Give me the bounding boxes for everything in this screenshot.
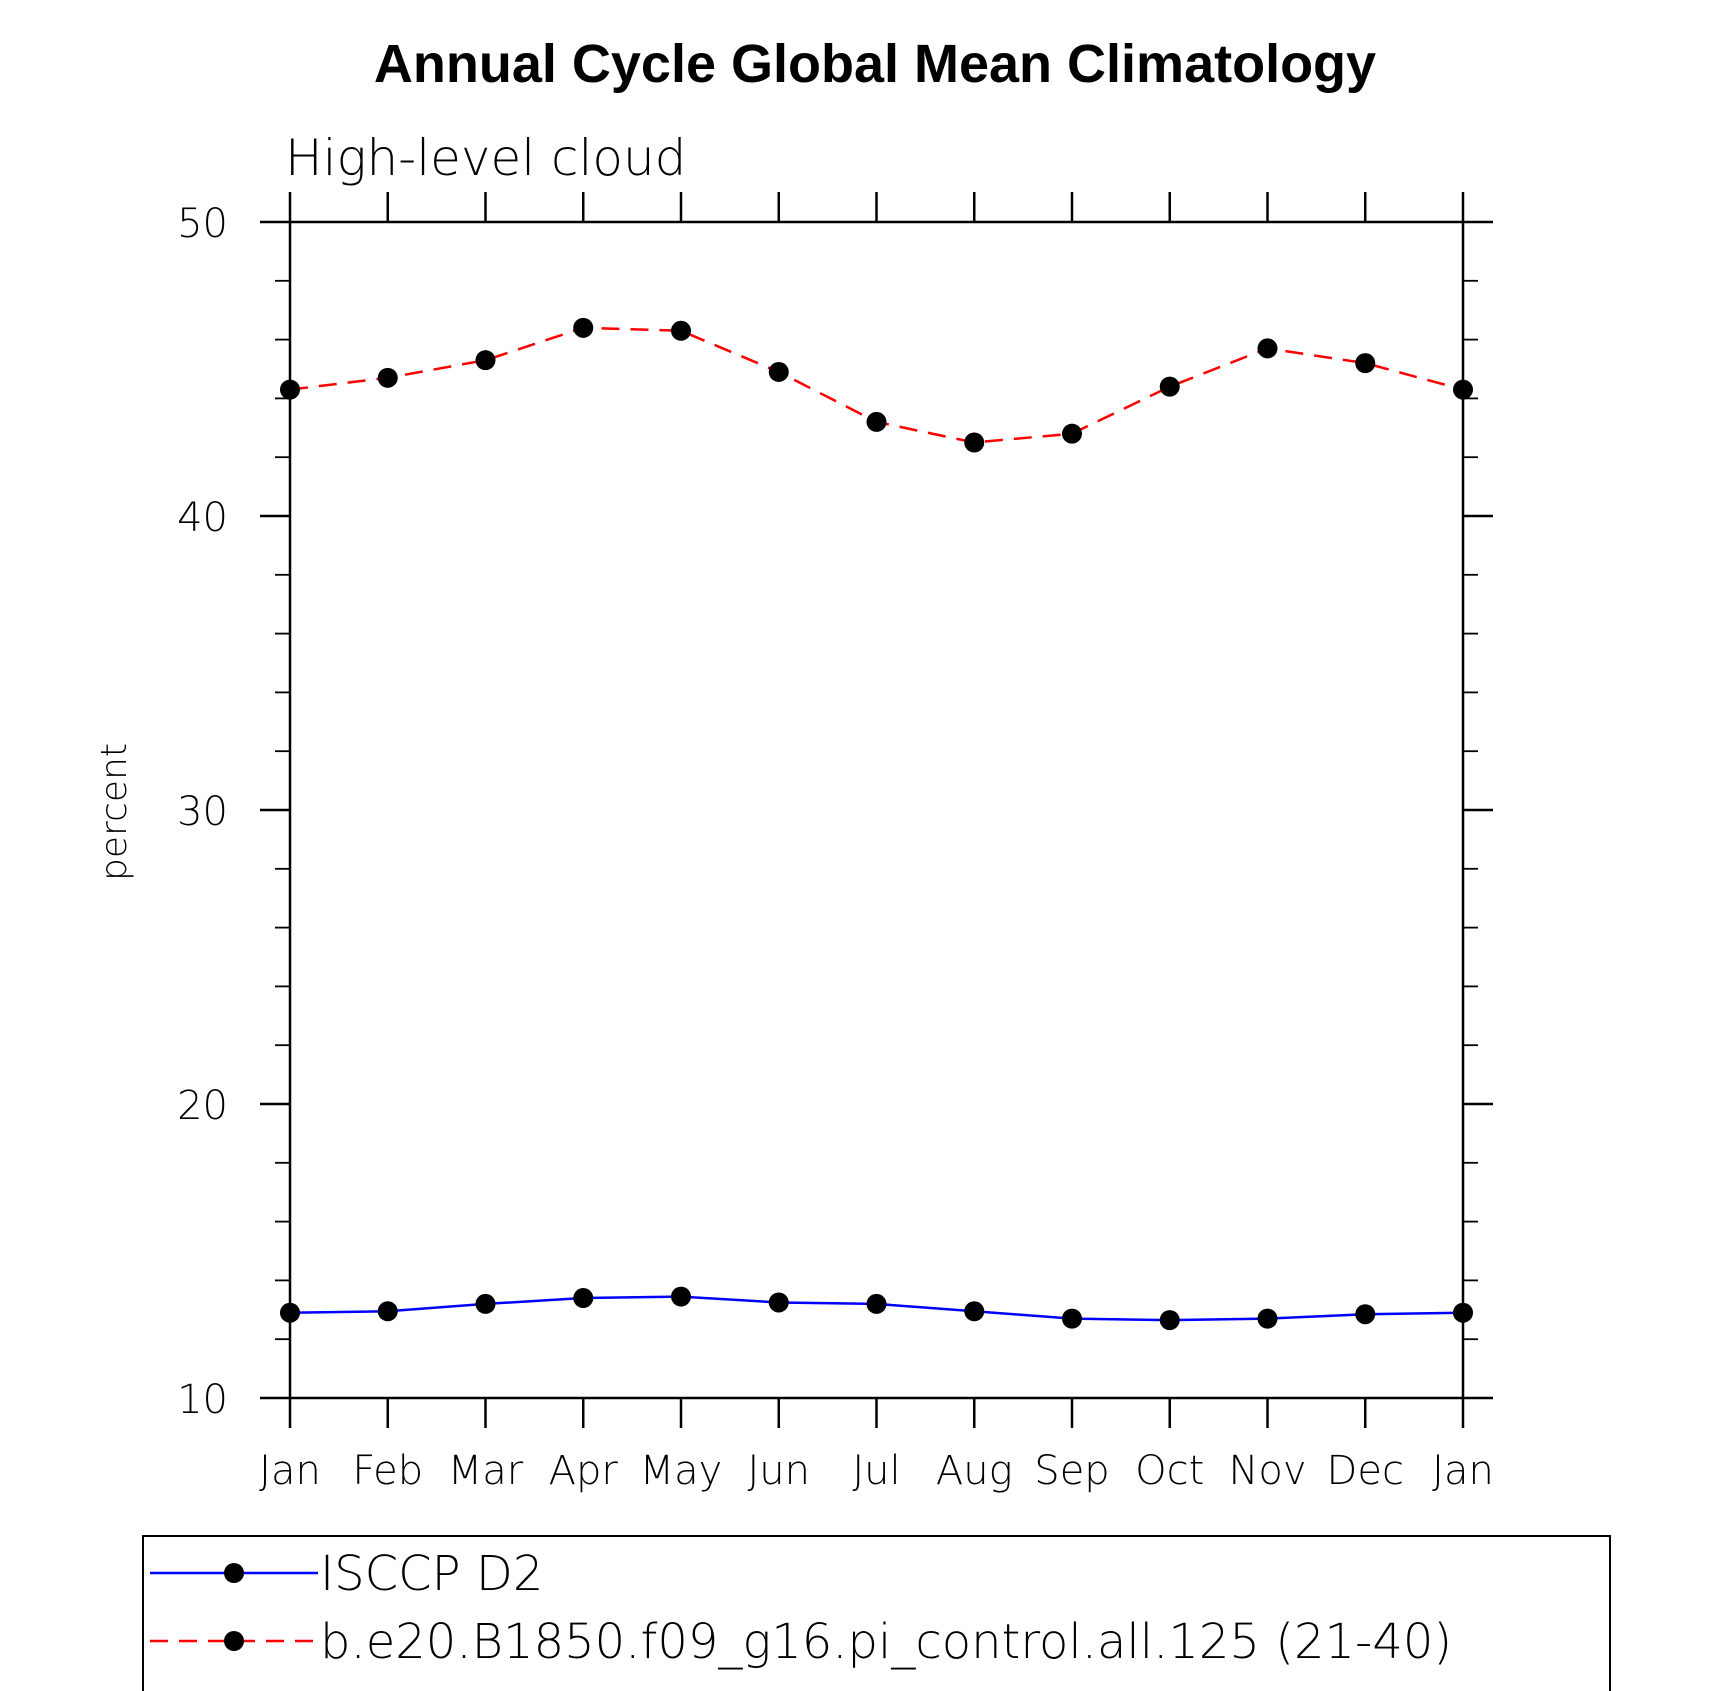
legend-entry: b.e20.B1850.f09_g16.pi_control.all.125 (… (150, 1614, 1452, 1670)
x-tick-label: Feb (352, 1448, 423, 1494)
data-point (475, 1293, 496, 1314)
x-tick-label: Jan (1432, 1448, 1494, 1494)
data-point (1159, 376, 1180, 397)
data-point (1062, 423, 1082, 444)
chart-title: Annual Cycle Global Mean Climatology (374, 34, 1376, 94)
data-point (768, 1292, 789, 1313)
y-axis-label: percent (94, 743, 135, 881)
series-layer (280, 317, 1473, 1331)
axes: Jan Feb Mar Apr May Jun Jul Aug Sep Oct Nov Dec Jan 1… (177, 192, 1494, 1494)
data-point (475, 350, 496, 371)
data-point (1453, 379, 1473, 400)
y-tick-label: 50 (177, 201, 228, 247)
data-point (1159, 1310, 1180, 1331)
data-point (866, 411, 887, 432)
chart-subtitle: High-level cloud (285, 129, 686, 187)
data-point (964, 432, 985, 453)
data-point (573, 317, 594, 338)
data-point (1453, 1302, 1473, 1323)
x-tick-label: May (640, 1448, 723, 1494)
y-tick-label: 40 (177, 495, 228, 541)
data-point (671, 1286, 691, 1307)
y-tick-label: 10 (177, 1377, 228, 1423)
x-tick-label: Jun (748, 1448, 811, 1494)
legend-marker (224, 1631, 244, 1651)
x-tick-label: Sep (1034, 1448, 1109, 1494)
x-tick-label: Mar (448, 1448, 524, 1494)
x-tick-label: Aug (936, 1448, 1013, 1494)
data-point (1062, 1308, 1082, 1329)
series-1 (280, 1286, 1473, 1331)
x-tick-label: Apr (549, 1448, 619, 1494)
data-point (1257, 338, 1278, 359)
legend-box (142, 1535, 1611, 1691)
x-tick-label: Jan (259, 1448, 321, 1494)
data-point (280, 1302, 300, 1323)
data-point (377, 1301, 398, 1322)
x-tick-label: Dec (1327, 1448, 1404, 1494)
legend-label: ISCCP D2 (320, 1546, 543, 1602)
data-point (1257, 1308, 1278, 1329)
data-point (964, 1301, 985, 1322)
data-point (866, 1293, 887, 1314)
data-point (671, 320, 691, 341)
legend: ISCCP D2 b.e20.B1850.f09_g16.pi_control.a… (142, 1535, 1611, 1691)
plot-frame (288, 220, 1465, 1400)
x-tick-label: Nov (1228, 1448, 1306, 1494)
y-tick-label: 30 (177, 789, 228, 835)
data-point (573, 1288, 594, 1309)
series-2 (280, 317, 1473, 453)
data-point (280, 379, 300, 400)
data-point (1355, 353, 1376, 374)
x-tick-label: Jul (852, 1448, 900, 1494)
legend-entry: ISCCP D2 (150, 1546, 543, 1602)
data-point (377, 367, 398, 388)
x-tick-label: Oct (1135, 1448, 1204, 1494)
data-point (768, 361, 789, 382)
y-tick-label: 20 (177, 1083, 228, 1129)
legend-marker (224, 1563, 244, 1583)
data-point (1355, 1304, 1376, 1325)
legend-label: b.e20.B1850.f09_g16.pi_control.all.125 (… (320, 1614, 1452, 1670)
